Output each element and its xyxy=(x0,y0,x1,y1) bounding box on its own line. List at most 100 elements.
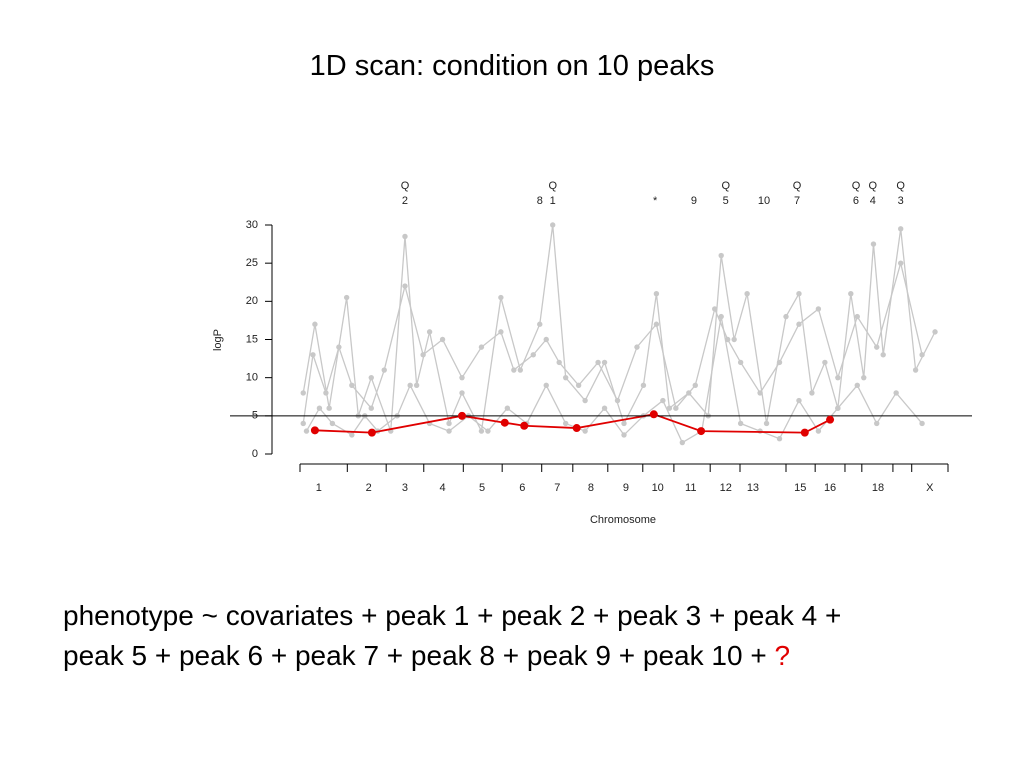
series-point xyxy=(556,359,562,366)
series-point xyxy=(919,420,925,427)
y-axis-label: logP xyxy=(212,329,224,351)
x-axis-label: Chromosome xyxy=(590,514,656,526)
series-point xyxy=(744,291,750,297)
series-point xyxy=(835,374,841,381)
x-tick-label: 18 xyxy=(872,482,884,494)
x-tick-label: X xyxy=(926,482,934,494)
peak-annotation: Q xyxy=(869,180,878,192)
series-point xyxy=(912,367,919,373)
x-tick-label: 1 xyxy=(316,482,322,494)
series-line xyxy=(302,260,923,424)
series-point xyxy=(796,321,802,327)
peak-annotation: Q xyxy=(401,180,410,192)
series-point xyxy=(897,260,904,266)
series-point xyxy=(919,352,925,358)
series-point xyxy=(800,428,809,437)
peak-annotation: 4 xyxy=(870,195,876,207)
peak-annotation: 6 xyxy=(853,195,859,207)
y-tick-label: 20 xyxy=(246,295,258,307)
series-point xyxy=(854,382,860,388)
series-point xyxy=(737,420,744,427)
peak-annotation: Q xyxy=(896,180,905,192)
series-point xyxy=(614,397,621,404)
series-point xyxy=(402,233,408,240)
series-point xyxy=(757,390,763,396)
series-point xyxy=(653,291,660,297)
series-point xyxy=(673,405,679,411)
series-point xyxy=(530,352,536,358)
y-tick-label: 0 xyxy=(252,448,258,460)
peak-annotation: 8 xyxy=(537,195,543,207)
series-line xyxy=(314,413,831,434)
peak-annotation: Q xyxy=(852,180,861,192)
x-tick-label: 4 xyxy=(439,482,445,494)
series-point xyxy=(796,291,802,297)
series-point xyxy=(634,344,640,350)
y-tick-label: 25 xyxy=(246,257,258,269)
series-point xyxy=(621,420,627,427)
series-point xyxy=(543,336,549,343)
question-mark: ? xyxy=(774,640,791,671)
peak-annotation: 2 xyxy=(402,195,408,207)
series-point xyxy=(511,367,517,373)
series-point xyxy=(498,329,504,335)
x-tick-label: 8 xyxy=(588,482,594,494)
y-tick-label: 10 xyxy=(246,372,258,384)
series-point xyxy=(498,294,504,301)
peak-annotation: Q xyxy=(793,180,802,192)
series-point xyxy=(407,382,413,388)
series-point xyxy=(572,424,581,433)
series-point xyxy=(835,405,841,411)
series-point xyxy=(848,291,854,297)
series-point xyxy=(822,359,828,366)
series-point xyxy=(537,321,543,327)
series-point xyxy=(679,439,686,446)
peak-annotation: 5 xyxy=(723,195,729,207)
series-point xyxy=(500,418,509,427)
series-point xyxy=(809,390,815,396)
series-point xyxy=(368,405,374,411)
series-point xyxy=(402,283,408,289)
series-point xyxy=(621,432,627,438)
series-point xyxy=(826,415,835,424)
series-point xyxy=(420,352,426,358)
series-point xyxy=(870,241,877,247)
series-point xyxy=(343,294,350,301)
x-tick-label: 15 xyxy=(794,482,806,494)
series-point xyxy=(459,374,465,381)
x-tick-label: 3 xyxy=(402,482,408,494)
series-point xyxy=(413,382,420,388)
series-line xyxy=(302,224,936,434)
series-point xyxy=(310,426,319,435)
x-tick-label: 12 xyxy=(720,482,732,494)
series-point xyxy=(582,428,588,434)
series-point xyxy=(718,313,724,320)
series-point xyxy=(692,382,698,388)
series-point xyxy=(697,427,706,436)
series-point xyxy=(316,405,323,411)
series-point xyxy=(854,313,860,320)
x-tick-label: 7 xyxy=(554,482,560,494)
x-tick-label: 6 xyxy=(519,482,525,494)
series-point xyxy=(861,374,867,381)
series-point xyxy=(897,226,904,232)
series-point xyxy=(874,420,880,427)
series-point xyxy=(310,352,316,358)
series-point xyxy=(776,436,783,442)
x-tick-label: 10 xyxy=(652,482,664,494)
series-point xyxy=(724,336,731,343)
series-point xyxy=(446,428,452,434)
series-point xyxy=(731,336,737,343)
formula-text: phenotype ~ covariates + peak 1 + peak 2… xyxy=(63,600,842,671)
x-tick-label: 13 xyxy=(747,482,759,494)
series-point xyxy=(575,382,582,388)
peak-annotation: 9 xyxy=(691,195,697,207)
series-point xyxy=(485,428,491,434)
series-point xyxy=(666,405,673,411)
x-tick-label: 9 xyxy=(623,482,629,494)
series-point xyxy=(458,411,466,420)
series-point xyxy=(649,410,658,419)
peak-annotation: 10 xyxy=(758,195,770,207)
